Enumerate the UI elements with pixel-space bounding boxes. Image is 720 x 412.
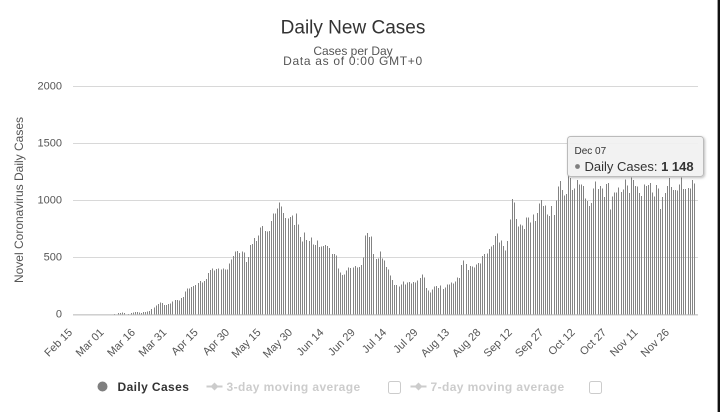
- svg-text:Apr 15: Apr 15: [169, 327, 200, 358]
- svg-text:Cases per Day: Cases per Day: [313, 44, 392, 58]
- svg-text:500: 500: [44, 252, 62, 264]
- svg-text:Mar 31: Mar 31: [137, 327, 170, 360]
- svg-text:Novel Coronavirus Daily Cases: Novel Coronavirus Daily Cases: [12, 117, 26, 283]
- svg-text:2000: 2000: [38, 81, 62, 93]
- svg-text:7-day moving average: 7-day moving average: [431, 380, 565, 394]
- svg-text:Aug 28: Aug 28: [450, 327, 483, 360]
- svg-text:0: 0: [56, 309, 62, 321]
- svg-text:Nov 11: Nov 11: [608, 327, 641, 360]
- svg-text:Jul 14: Jul 14: [360, 327, 389, 356]
- svg-text:Aug 13: Aug 13: [419, 327, 452, 360]
- svg-text:Daily Cases: Daily Cases: [118, 380, 190, 394]
- svg-text:1500: 1500: [38, 138, 62, 150]
- svg-text:Jun 29: Jun 29: [326, 327, 358, 359]
- svg-text:3-day moving average: 3-day moving average: [227, 380, 361, 394]
- svg-text:Jun 14: Jun 14: [295, 327, 327, 359]
- svg-text:1000: 1000: [38, 195, 62, 207]
- svg-text:Sep 27: Sep 27: [513, 327, 546, 360]
- svg-text:May 15: May 15: [230, 327, 264, 361]
- svg-text:Oct 12: Oct 12: [546, 327, 577, 358]
- svg-text:Jul 29: Jul 29: [391, 327, 420, 356]
- svg-text:Mar 16: Mar 16: [105, 327, 138, 360]
- svg-text:Mar 01: Mar 01: [74, 327, 107, 360]
- svg-text:Apr 30: Apr 30: [201, 327, 232, 358]
- svg-text:Daily New Cases: Daily New Cases: [281, 18, 426, 39]
- svg-text:Data as of 0:00 GMT+0: Data as of 0:00 GMT+0: [283, 54, 423, 68]
- svg-text:Daily Cases: 1 148: Daily Cases: 1 148: [585, 159, 694, 174]
- svg-text:May 30: May 30: [261, 327, 295, 361]
- svg-text:Sep 12: Sep 12: [482, 327, 515, 360]
- svg-text:Oct 27: Oct 27: [578, 327, 609, 358]
- svg-text:Dec 07: Dec 07: [575, 146, 607, 157]
- svg-text:Feb 15: Feb 15: [42, 327, 75, 360]
- svg-text:Nov 26: Nov 26: [639, 327, 672, 360]
